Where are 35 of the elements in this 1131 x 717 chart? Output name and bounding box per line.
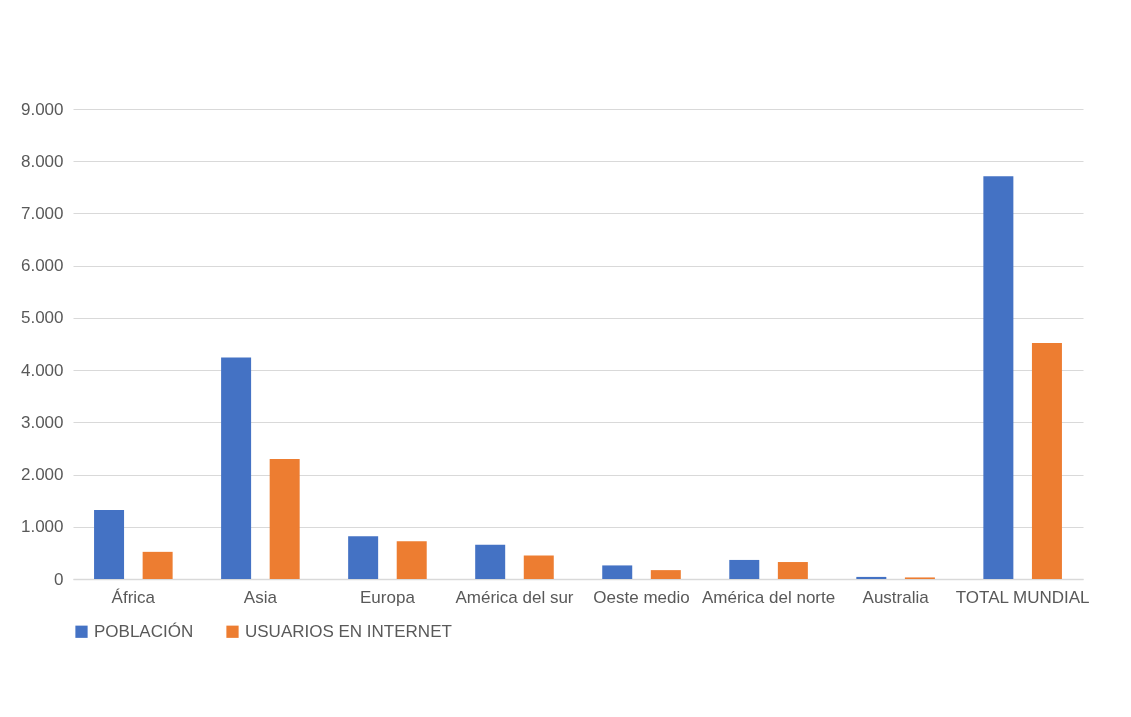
y-tick-label: 8.000 [20,151,64,171]
y-tick-label: 9.000 [20,99,64,119]
x-tick-label: TOTAL MUNDIAL [955,587,1090,607]
bar [396,541,427,579]
y-tick-label: 1.000 [20,517,64,537]
y-tick-label: 4.000 [20,360,64,380]
x-tick-label: América del norte [701,587,836,607]
bar [1031,342,1062,579]
x-tick-label: América del sur [455,587,574,607]
legend-label: POBLACIÓN [94,621,194,641]
bar [523,555,554,579]
y-tick-label: 6.000 [20,256,64,276]
bar [777,562,808,579]
bar [221,357,252,579]
bar [856,576,887,579]
x-tick-label: África [111,587,156,607]
bar [650,570,681,579]
y-tick-label: 2.000 [20,465,64,485]
bar [269,458,300,579]
y-tick-label: 3.000 [20,412,64,432]
x-tick-label: Europa [360,587,416,607]
legend-label: USUARIOS EN INTERNET [245,621,452,641]
bar [729,559,760,579]
x-tick-label: Australia [862,587,930,607]
y-tick-label: 5.000 [20,308,64,328]
bar [142,551,173,579]
bar [475,544,506,579]
y-tick-label: 7.000 [20,203,64,223]
x-tick-label: Oeste medio [593,587,690,607]
bar [602,565,633,579]
bar [348,536,379,579]
bar [94,510,125,579]
x-tick-label: Asia [243,587,278,607]
bar [983,176,1014,579]
y-tick-label: 0 [54,569,64,589]
